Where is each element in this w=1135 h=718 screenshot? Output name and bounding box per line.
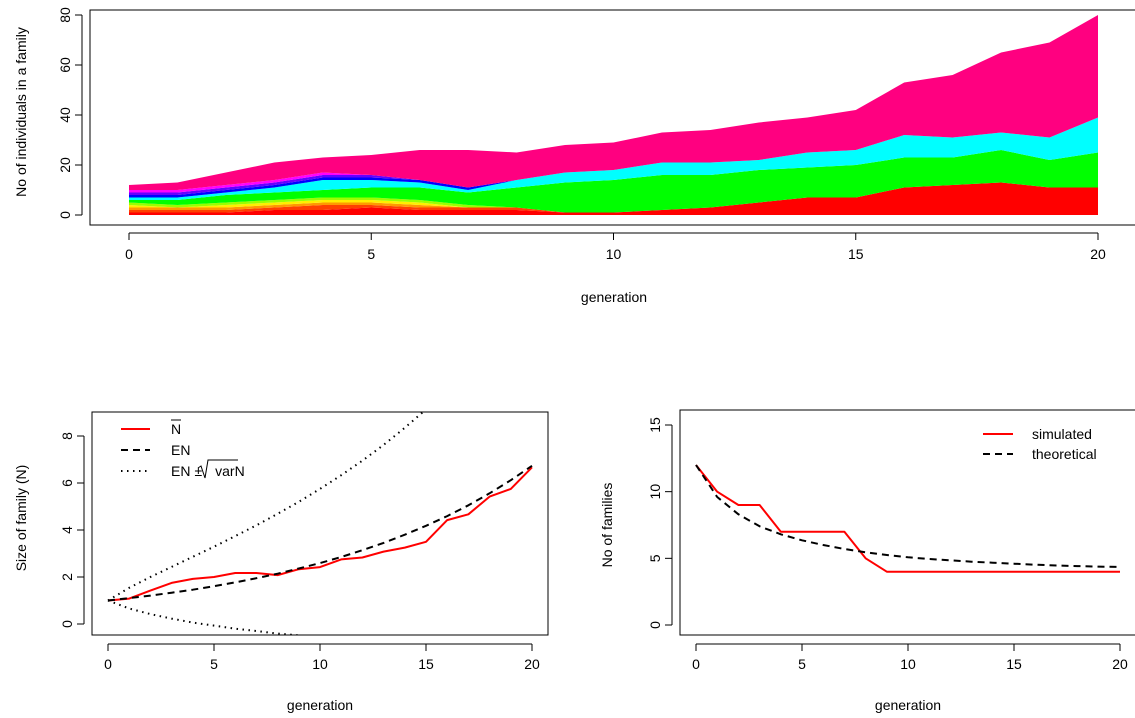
y-tick-label: 0 <box>57 211 73 219</box>
top-chart-frame <box>89 9 1135 226</box>
y-tick-label: 40 <box>57 107 73 123</box>
legend-label-simulated: simulated <box>1032 426 1092 442</box>
y-tick-label: 80 <box>57 7 73 23</box>
x-tick-label: 20 <box>1112 656 1128 672</box>
y-tick-label: 8 <box>59 432 75 440</box>
area-band-1 <box>129 182 1098 215</box>
series-line-dotted-3 <box>107 599 306 635</box>
line-group <box>107 412 533 635</box>
x-tick-label: 15 <box>418 656 434 672</box>
x-tick-label: 10 <box>900 656 916 672</box>
plot-frame <box>679 409 1135 636</box>
area-band-11 <box>129 15 1098 190</box>
line-group <box>695 464 1121 573</box>
top-chart-ticks: 0 5 10 15 20 0 20 40 60 80 <box>57 7 1106 262</box>
right-chart-y-label: No of families <box>599 483 615 568</box>
x-tick-label: 5 <box>210 656 218 672</box>
right-chart-lines <box>695 464 1121 573</box>
x-tick-label: 20 <box>524 656 540 672</box>
y-tick-label: 20 <box>57 157 73 173</box>
y-tick-label: 10 <box>647 484 663 500</box>
series-line-n <box>107 466 533 602</box>
right-chart-x-label: generation <box>875 697 941 713</box>
x-tick-label: 0 <box>104 656 112 672</box>
x-tick-label: 5 <box>798 656 806 672</box>
legend-label-band: EN ± varN <box>171 463 245 479</box>
plot-frame <box>91 411 549 636</box>
y-tick-label: 0 <box>647 621 663 629</box>
area-band-9 <box>129 117 1098 195</box>
x-tick-label: 20 <box>1090 246 1106 262</box>
right-chart: 0 5 10 15 20 0 5 10 15 generation No of families… <box>599 409 1135 713</box>
y-tick-label: 6 <box>59 479 75 487</box>
top-chart-areas <box>129 15 1098 215</box>
legend-label-theoretical: theoretical <box>1032 446 1097 462</box>
left-chart-y-label: Size of family (N) <box>13 465 29 572</box>
x-tick-label: 10 <box>312 656 328 672</box>
x-tick-label: 0 <box>692 656 700 672</box>
y-tick-label: 60 <box>57 57 73 73</box>
top-chart-y-label: No of individuals in a family <box>13 27 29 197</box>
right-chart-legend: simulated theoretical <box>983 426 1097 462</box>
y-tick-label: 0 <box>59 620 75 628</box>
series-line-en <box>107 464 533 602</box>
y-tick-label: 5 <box>647 554 663 562</box>
left-chart-legend: N EN EN ± varN <box>121 419 245 479</box>
series-line-theoretical <box>695 464 1121 568</box>
legend-label-nbar: N <box>171 421 181 437</box>
y-tick-label: 15 <box>647 417 663 433</box>
left-chart-frame <box>91 411 549 636</box>
x-tick-label: 10 <box>606 246 622 262</box>
x-tick-label: 0 <box>125 246 133 262</box>
right-chart-ticks: 0 5 10 15 20 0 5 10 15 <box>647 417 1128 672</box>
right-chart-frame <box>679 409 1135 636</box>
y-tick-label: 2 <box>59 573 75 581</box>
area-band-3 <box>129 182 1098 213</box>
x-tick-label: 15 <box>1006 656 1022 672</box>
x-tick-label: 5 <box>367 246 375 262</box>
top-chart-x-label: generation <box>581 289 647 305</box>
left-chart-x-label: generation <box>287 697 353 713</box>
top-chart: 0 5 10 15 20 0 20 40 60 80 generation No of indiv… <box>13 7 1135 305</box>
y-tick-label: 4 <box>59 526 75 534</box>
legend-sqrt-sign <box>197 459 238 479</box>
area-band-6 <box>129 150 1098 213</box>
left-chart: 0 5 10 15 20 0 2 4 6 8 generation Size of family … <box>13 411 549 713</box>
left-chart-lines <box>107 412 533 635</box>
left-chart-ticks: 0 5 10 15 20 0 2 4 6 8 <box>59 432 540 672</box>
x-tick-label: 15 <box>848 246 864 262</box>
plot-frame <box>89 9 1135 226</box>
series-line-simulated <box>695 464 1120 573</box>
legend-label-en: EN <box>171 442 190 458</box>
